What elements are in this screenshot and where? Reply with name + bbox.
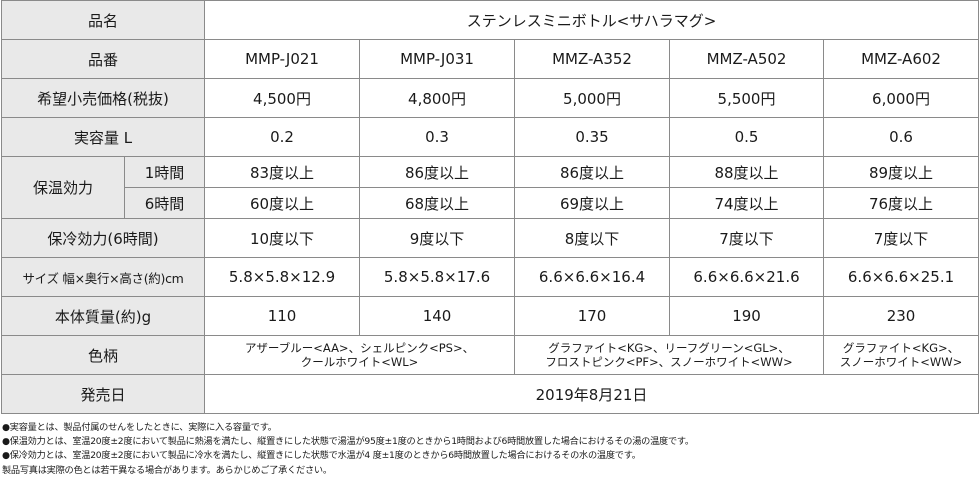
cold-header: 保冷効力(6時間) <box>0 218 206 258</box>
cold-cell: 10度以下 <box>204 218 361 258</box>
price-cell: 6,000円 <box>823 78 980 118</box>
heat-1h-cell: 83度以上 <box>204 156 361 188</box>
heat-6h-label: 6時間 <box>123 187 206 219</box>
release-value: 2019年8月21日 <box>204 374 980 414</box>
color-cell: グラファイト<KG>、 スノーホワイト<WW> <box>823 335 980 375</box>
name-value: ステンレスミニボトル<サハラマグ> <box>204 0 980 40</box>
weight-cell: 110 <box>204 296 361 336</box>
color-line: クールホワイト<WL> <box>300 355 419 369</box>
model-cell: MMZ-A352 <box>514 39 671 79</box>
price-cell: 4,800円 <box>359 78 516 118</box>
model-cell: MMZ-A602 <box>823 39 980 79</box>
model-cell: MMP-J021 <box>204 39 361 79</box>
size-cell: 6.6×6.6×21.6 <box>669 257 825 297</box>
row-name: 品名 ステンレスミニボトル<サハラマグ> <box>0 0 980 40</box>
price-cell: 5,500円 <box>669 78 825 118</box>
row-capacity: 実容量 L 0.2 0.3 0.35 0.5 0.6 <box>0 117 980 157</box>
size-header: サイズ 幅×奥行×高さ(約)cm <box>0 257 206 297</box>
color-cell: アザーブルー<AA>、シェルピンク<PS>、 クールホワイト<WL> <box>204 335 516 375</box>
weight-cell: 170 <box>514 296 671 336</box>
color-line: アザーブルー<AA>、シェルピンク<PS>、 <box>244 341 475 355</box>
row-weight: 本体質量(約)g 110 140 170 190 230 <box>0 296 980 336</box>
heat-1h-label: 1時間 <box>123 156 206 188</box>
heat-1h-cell: 86度以上 <box>514 156 671 188</box>
footnote: ●保温効力とは、室温20度±2度において製品に熱湯を満たし、縦置きにした状態で湯… <box>2 436 694 448</box>
row-size: サイズ 幅×奥行×高さ(約)cm 5.8×5.8×12.9 5.8×5.8×17… <box>0 257 980 297</box>
row-price: 希望小売価格(税抜) 4,500円 4,800円 5,000円 5,500円 6… <box>0 78 980 118</box>
heat-1h-cell: 88度以上 <box>669 156 825 188</box>
name-header: 品名 <box>0 0 206 40</box>
capacity-header: 実容量 L <box>0 117 206 157</box>
release-header: 発売日 <box>0 374 206 414</box>
cold-cell: 8度以下 <box>514 218 671 258</box>
weight-cell: 230 <box>823 296 980 336</box>
spec-table: 品名 ステンレスミニボトル<サハラマグ> 品番 MMP-J021 MMP-J03… <box>0 0 980 414</box>
weight-cell: 140 <box>359 296 516 336</box>
row-model: 品番 MMP-J021 MMP-J031 MMZ-A352 MMZ-A502 M… <box>0 39 980 79</box>
heat-header: 保温効力 <box>1 156 125 219</box>
weight-header: 本体質量(約)g <box>0 296 206 336</box>
capacity-cell: 0.35 <box>514 117 671 157</box>
capacity-cell: 0.6 <box>823 117 980 157</box>
color-line: スノーホワイト<WW> <box>839 355 963 369</box>
color-header: 色柄 <box>0 335 206 375</box>
heat-1h-cell: 86度以上 <box>359 156 516 188</box>
model-cell: MMP-J031 <box>359 39 516 79</box>
cold-cell: 7度以下 <box>823 218 980 258</box>
price-cell: 5,000円 <box>514 78 671 118</box>
row-color: 色柄 アザーブルー<AA>、シェルピンク<PS>、 クールホワイト<WL> グラ… <box>0 335 980 375</box>
price-cell: 4,500円 <box>204 78 361 118</box>
model-cell: MMZ-A502 <box>669 39 825 79</box>
color-line: グラファイト<KG>、リーフグリーン<GL>、 <box>548 341 790 355</box>
heat-1h-cell: 89度以上 <box>823 156 980 188</box>
row-cold: 保冷効力(6時間) 10度以下 9度以下 8度以下 7度以下 7度以下 <box>0 218 980 258</box>
heat-6h-cell: 76度以上 <box>823 187 980 219</box>
footnote: ●保冷効力とは、室温20度±2度において製品に冷水を満たし、縦置きにした状態で水… <box>2 450 641 462</box>
heat-6h-cell: 60度以上 <box>204 187 361 219</box>
size-cell: 5.8×5.8×12.9 <box>204 257 361 297</box>
color-line: フロストピンク<PF>、スノーホワイト<WW> <box>545 355 793 369</box>
row-heat-1h: 保温効力 1時間 83度以上 86度以上 86度以上 88度以上 89度以上 <box>1 156 980 219</box>
color-line: グラファイト<KG>、 <box>842 341 960 355</box>
footnotes: ●実容量とは、製品付属のせんをしたときに、実際に入る容量です。 ●保温効力とは、… <box>2 421 978 478</box>
size-cell: 6.6×6.6×25.1 <box>823 257 980 297</box>
size-cell: 6.6×6.6×16.4 <box>514 257 671 297</box>
heat-6h-cell: 68度以上 <box>359 187 516 219</box>
cold-cell: 7度以下 <box>669 218 825 258</box>
price-header: 希望小売価格(税抜) <box>0 78 206 118</box>
model-header: 品番 <box>0 39 206 79</box>
capacity-cell: 0.2 <box>204 117 361 157</box>
capacity-cell: 0.5 <box>669 117 825 157</box>
footnote: ●実容量とは、製品付属のせんをしたときに、実際に入る容量です。 <box>2 422 277 433</box>
capacity-cell: 0.3 <box>359 117 516 157</box>
footnote: 製品写真は実際の色とは若干異なる場合があります。あらかじめご了承ください。 <box>2 464 332 476</box>
heat-6h-cell: 74度以上 <box>669 187 825 219</box>
heat-6h-cell: 69度以上 <box>514 187 671 219</box>
cold-cell: 9度以下 <box>359 218 516 258</box>
color-cell: グラファイト<KG>、リーフグリーン<GL>、 フロストピンク<PF>、スノーホ… <box>514 335 825 375</box>
weight-cell: 190 <box>669 296 825 336</box>
row-heat-6h: 6時間 60度以上 68度以上 69度以上 74度以上 76度以上 <box>2 187 980 219</box>
row-release: 発売日 2019年8月21日 <box>0 374 980 414</box>
size-cell: 5.8×5.8×17.6 <box>359 257 516 297</box>
